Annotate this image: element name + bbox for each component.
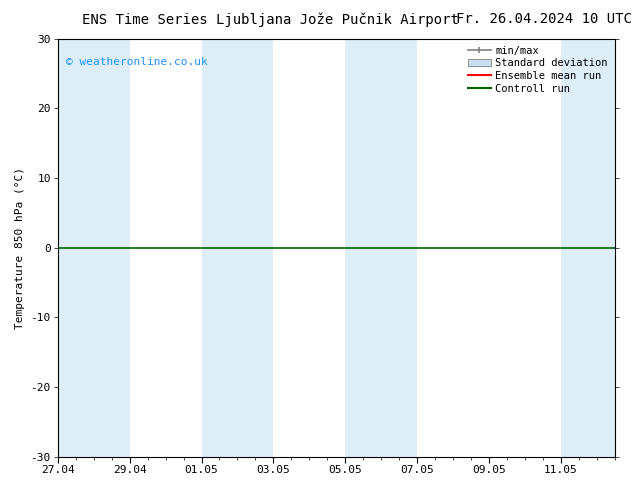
Legend: min/max, Standard deviation, Ensemble mean run, Controll run: min/max, Standard deviation, Ensemble me… [466, 44, 610, 96]
Bar [346, 39, 417, 457]
Bar [58, 39, 129, 457]
Text: © weatheronline.co.uk: © weatheronline.co.uk [66, 57, 208, 68]
Text: ENS Time Series Ljubljana Jože Pučnik Airport: ENS Time Series Ljubljana Jože Pučnik Ai… [82, 12, 459, 27]
Bar [202, 39, 273, 457]
Bar [561, 39, 615, 457]
Text: Fr. 26.04.2024 10 UTC: Fr. 26.04.2024 10 UTC [456, 12, 632, 26]
Y-axis label: Temperature 850 hPa (°C): Temperature 850 hPa (°C) [15, 167, 25, 329]
